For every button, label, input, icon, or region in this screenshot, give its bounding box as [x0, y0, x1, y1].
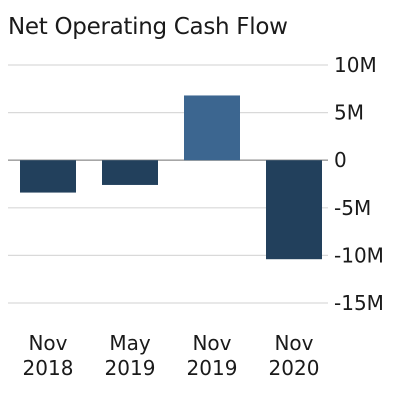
y-tick-label: -5M	[334, 196, 371, 220]
bar	[102, 160, 158, 185]
x-tick-label: 2018	[23, 356, 74, 380]
x-tick-label: Nov	[274, 331, 313, 355]
x-tick-label: 2019	[187, 356, 238, 380]
x-tick-label: Nov	[192, 331, 231, 355]
chart-title: Net Operating Cash Flow	[8, 14, 288, 40]
y-tick-label: -15M	[334, 291, 384, 315]
x-tick-label: Nov	[28, 331, 67, 355]
bars	[20, 95, 322, 260]
bar	[266, 160, 322, 260]
x-tick-label: 2019	[105, 356, 156, 380]
y-tick-label: 5M	[334, 101, 364, 125]
x-tick-label: 2020	[269, 356, 320, 380]
y-tick-label: 0	[334, 148, 347, 172]
y-tick-label: -10M	[334, 243, 384, 267]
y-tick-label: 10M	[334, 53, 377, 77]
x-tick-label: May	[109, 331, 151, 355]
y-axis-tick-labels: 10M 5M 0 -5M -10M -15M	[334, 53, 384, 315]
bar	[20, 160, 76, 193]
bar	[184, 95, 240, 161]
